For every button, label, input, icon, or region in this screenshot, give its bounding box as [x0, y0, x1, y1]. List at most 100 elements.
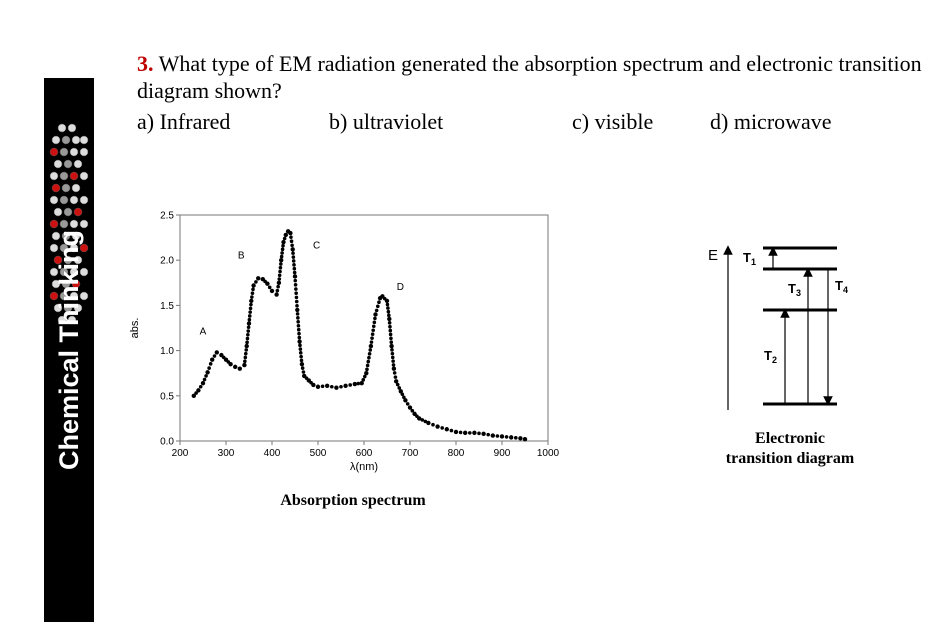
data-point — [297, 339, 302, 344]
data-point — [276, 284, 280, 289]
atom — [49, 219, 59, 229]
data-point — [391, 366, 397, 371]
data-point — [296, 319, 300, 324]
data-point — [250, 291, 255, 295]
data-point — [243, 355, 248, 360]
choice-c[interactable]: c) visible — [572, 109, 654, 134]
data-point — [293, 278, 298, 283]
data-point — [283, 232, 288, 238]
atom — [69, 171, 79, 181]
data-point — [423, 419, 428, 424]
data-point — [453, 429, 459, 435]
data-point — [388, 328, 393, 333]
data-point — [391, 359, 395, 363]
data-point — [389, 336, 393, 341]
data-point — [267, 285, 272, 290]
data-point — [325, 383, 330, 389]
data-point — [297, 331, 301, 336]
data-point — [288, 230, 293, 236]
data-point — [210, 357, 215, 362]
data-point — [196, 388, 201, 393]
atom — [53, 207, 63, 217]
atom — [59, 219, 69, 229]
question-body: What type of EM radiation generated the … — [137, 51, 922, 103]
data-point — [371, 328, 375, 333]
choice-d[interactable]: d) microwave — [710, 109, 832, 134]
data-point — [388, 332, 393, 337]
data-point — [486, 432, 491, 437]
data-point — [397, 386, 402, 390]
y-axis-label: abs. — [130, 318, 141, 339]
data-point — [282, 236, 287, 241]
x-tick-label: 800 — [448, 448, 465, 459]
data-point — [364, 371, 369, 376]
data-point — [365, 363, 370, 368]
data-point — [504, 435, 509, 439]
y-tick-label: 2.0 — [160, 256, 174, 267]
data-point — [372, 320, 377, 325]
data-point — [204, 374, 208, 378]
data-point — [405, 402, 410, 406]
data-point — [228, 361, 233, 367]
y-tick-label: 0.0 — [160, 437, 174, 448]
data-point — [296, 327, 301, 332]
data-point — [295, 312, 300, 316]
peak-label: C — [313, 240, 320, 251]
data-point — [330, 384, 334, 389]
choice-a[interactable]: a) Infrared — [137, 109, 231, 134]
data-point — [384, 298, 390, 304]
data-point — [376, 304, 380, 309]
atom — [49, 171, 59, 181]
data-point — [212, 354, 217, 358]
atom — [59, 195, 69, 205]
atom — [79, 291, 89, 301]
atom — [71, 231, 81, 241]
data-point — [320, 384, 325, 389]
atom — [61, 183, 71, 193]
data-point — [366, 359, 371, 364]
t2-label: T2 — [764, 348, 777, 365]
data-point — [407, 405, 413, 410]
y-tick-label: 1.0 — [160, 346, 174, 357]
atom — [59, 291, 69, 301]
t1-label: T1 — [743, 250, 756, 267]
data-point — [292, 266, 297, 271]
data-point — [299, 361, 305, 367]
data-point — [390, 351, 395, 356]
data-point — [251, 283, 256, 288]
data-point — [278, 265, 283, 270]
data-point — [298, 351, 303, 355]
data-point — [279, 262, 283, 266]
atom — [53, 159, 63, 169]
atom — [79, 195, 89, 205]
data-point — [293, 283, 298, 287]
data-point — [386, 309, 391, 314]
data-point — [390, 348, 394, 352]
data-point — [294, 299, 299, 304]
atom — [69, 147, 79, 157]
data-point — [426, 420, 431, 426]
data-point — [290, 243, 294, 248]
atom — [73, 303, 83, 313]
data-point — [299, 354, 303, 359]
data-point — [290, 247, 295, 252]
data-point — [387, 321, 392, 325]
data-point — [298, 343, 302, 348]
diagram-caption-line2: transition diagram — [725, 450, 855, 467]
data-point — [299, 358, 304, 363]
data-point — [296, 316, 300, 320]
data-point — [292, 274, 298, 279]
data-point — [202, 377, 207, 382]
data-point — [246, 321, 252, 326]
data-point — [388, 324, 392, 329]
atom — [69, 219, 79, 229]
data-point — [402, 395, 406, 400]
atom — [79, 171, 89, 181]
atom — [49, 243, 59, 253]
data-point — [371, 324, 376, 329]
atom — [69, 291, 79, 301]
x-tick-label: 900 — [494, 448, 511, 459]
data-point — [276, 280, 282, 285]
atom — [49, 147, 59, 157]
choice-b[interactable]: b) ultraviolet — [329, 109, 444, 134]
